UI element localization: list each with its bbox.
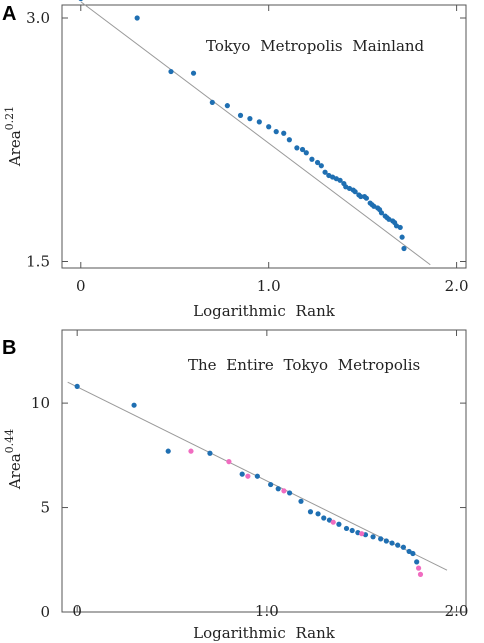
data-point-blue <box>378 210 385 216</box>
plot-title: The Entire Tokyo Metropolis <box>188 356 420 374</box>
data-point-blue <box>343 525 350 532</box>
y-axis-label-base: Area <box>6 453 24 490</box>
data-point-blue <box>165 448 171 454</box>
y-axis-label-exponent: 0.21 <box>3 106 16 131</box>
data-point-blue <box>237 112 244 118</box>
data-point-blue <box>321 515 327 521</box>
data-point-blue <box>309 156 315 162</box>
data-point-blue <box>315 511 321 517</box>
data-point-blue <box>307 509 314 515</box>
data-point-blue <box>352 189 358 195</box>
data-point-blue <box>247 116 253 122</box>
data-point-blue <box>266 124 272 130</box>
data-point-blue <box>322 169 328 175</box>
x-tick-label: 0 <box>72 602 82 620</box>
data-point-blue <box>299 146 306 153</box>
data-point-blue <box>134 15 140 21</box>
data-point-blue <box>303 150 309 156</box>
data-point-blue <box>190 70 197 76</box>
y-axis-label-exponent: 0.44 <box>3 429 16 454</box>
data-point-blue <box>254 473 260 479</box>
data-point-blue <box>363 195 370 201</box>
data-point-pink <box>245 473 251 479</box>
data-point-blue <box>406 548 412 555</box>
data-point-blue <box>168 68 174 75</box>
data-point-blue <box>209 99 215 106</box>
x-tick-label: 1.0 <box>257 277 281 295</box>
data-point-pink <box>226 459 232 465</box>
data-point-pink <box>359 531 365 537</box>
data-point-blue <box>336 521 342 527</box>
y-axis-label: Area0.21 <box>3 106 24 167</box>
panel-a: 0 1.0 2.0 3.0 1.5 A Tokyo Metropolis Mainland L… <box>2 0 469 320</box>
data-point-blue <box>399 234 405 240</box>
data-point-blue <box>74 383 80 389</box>
data-point-blue <box>298 498 304 504</box>
plot-frame <box>61 4 467 269</box>
data-point-blue <box>273 129 279 135</box>
plot-title: Tokyo Metropolis Mainland <box>206 37 425 55</box>
data-point-blue <box>401 245 407 252</box>
data-point-blue <box>410 550 416 557</box>
x-axis-label: Logarithmic Rank <box>193 624 336 642</box>
y-tick-label: 0 <box>40 603 50 621</box>
x-tick-label: 2.0 <box>445 602 469 620</box>
data-point-blue <box>326 517 333 523</box>
y-axis-label: Area0.44 <box>3 429 24 490</box>
data-point-pink <box>417 571 424 578</box>
data-point-blue <box>287 490 293 496</box>
data-point-blue <box>414 559 420 565</box>
data-point-blue <box>281 130 287 136</box>
y-tick-label: 10 <box>31 394 50 412</box>
data-point-blue <box>286 137 292 143</box>
y-tick-label: 1.5 <box>26 253 50 271</box>
fit-line <box>80 1 431 266</box>
data-point-blue <box>314 159 321 166</box>
data-point-blue <box>294 145 300 151</box>
x-tick-label: 0 <box>76 277 86 295</box>
y-tick-label: 3.0 <box>26 9 50 27</box>
plot-frame <box>61 329 467 613</box>
data-point-pink <box>415 565 422 571</box>
data-point-blue <box>397 224 403 231</box>
data-point-blue <box>370 534 376 540</box>
data-point-pink <box>188 448 194 454</box>
data-point-blue <box>337 177 343 183</box>
data-point-blue <box>256 119 262 125</box>
data-point-blue <box>378 536 384 542</box>
data-point-blue <box>318 163 324 169</box>
data-point-blue <box>78 0 83 2</box>
x-tick-label: 1.0 <box>255 602 279 620</box>
data-point-pink <box>281 488 287 494</box>
y-axis-label-base: Area <box>6 130 24 167</box>
panel-letter: B <box>2 337 16 359</box>
data-point-blue <box>349 527 355 534</box>
data-point-pink <box>330 519 336 525</box>
data-point-blue <box>358 193 364 200</box>
panel-b: 0 1.0 2.0 10 5 0 B The Entire Tokyo Metropolis L… <box>2 329 469 642</box>
data-point-blue <box>275 486 281 492</box>
data-point-blue <box>268 481 274 488</box>
data-point-blue <box>207 450 213 456</box>
panel-letter: A <box>2 3 16 25</box>
data-point-blue <box>389 540 395 546</box>
y-tick-label: 5 <box>40 499 50 517</box>
x-axis-label: Logarithmic Rank <box>193 302 336 320</box>
data-point-blue <box>224 103 230 109</box>
data-point-blue <box>395 542 401 548</box>
data-point-blue <box>131 402 137 408</box>
data-point-blue <box>383 538 389 544</box>
data-point-blue <box>239 471 245 477</box>
x-tick-label: 2.0 <box>445 277 469 295</box>
data-point-blue <box>400 544 407 550</box>
